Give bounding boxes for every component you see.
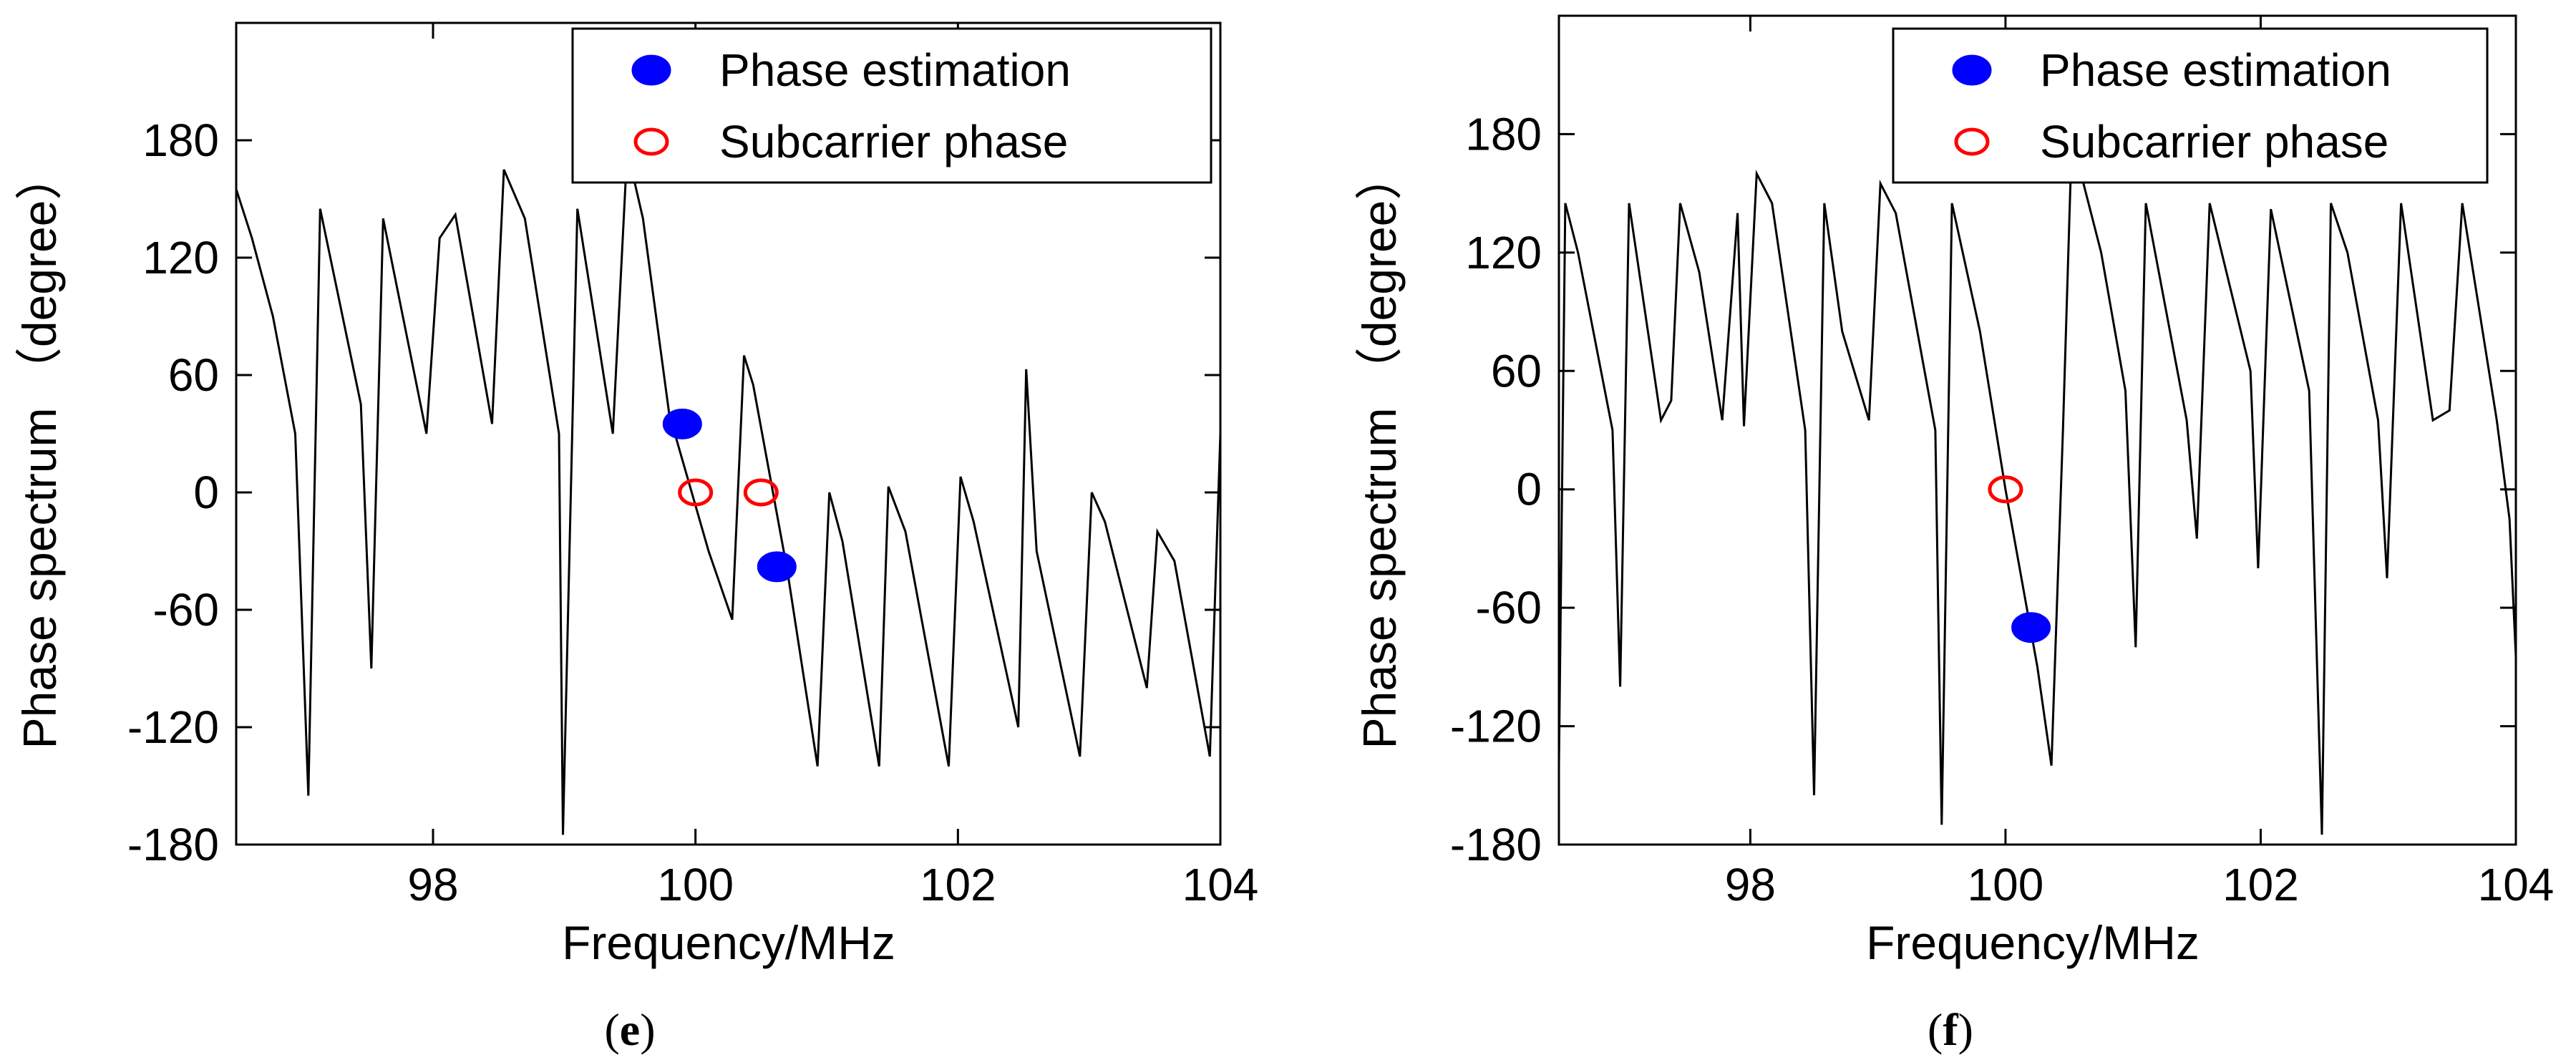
y-tick-label: 0 [193, 467, 219, 518]
axis-ticks: 98 100 102 104 -180 -120 -60 0 60 120 180 [127, 23, 1258, 910]
legend-label: Subcarrier phase [2040, 116, 2388, 167]
panel-label: (f) [1928, 1004, 1973, 1055]
x-axis-label: Frequency/MHz [562, 916, 895, 969]
y-tick-label: 180 [1465, 108, 1542, 160]
x-tick-label: 102 [920, 859, 996, 910]
legend-box [571, 27, 1212, 184]
panel-label: (e) [604, 1004, 655, 1055]
x-tick-label: 104 [1182, 859, 1259, 910]
legend-marker-open [1954, 127, 1990, 156]
legend-marker-filled [631, 54, 671, 86]
legend-label: Phase estimation [719, 44, 1071, 96]
x-tick-label: 98 [407, 859, 458, 910]
legend-box [1892, 27, 2489, 184]
x-tick-label: 104 [2478, 859, 2555, 910]
y-tick-label: 180 [142, 115, 219, 166]
y-tick-label: 120 [142, 232, 219, 283]
y-tick-label: 120 [1465, 227, 1542, 278]
legend-marker-open [633, 127, 669, 156]
x-tick-label: 98 [1725, 859, 1776, 910]
panel-e: 98 100 102 104 -180 -120 -60 0 60 120 180 Phase es… [13, 21, 1258, 1055]
y-axis-label: Phase spectrum （degree） [1353, 153, 1406, 749]
legend-label: Phase estimation [2040, 44, 2391, 96]
phase-spectrum-line [1559, 137, 2516, 835]
series-layer [236, 150, 1220, 835]
subcarrier-phase-point [1988, 475, 2023, 504]
x-axis-label: Frequency/MHz [1866, 916, 2200, 969]
axes-frame [235, 21, 1222, 846]
phase-estimation-point [2011, 612, 2051, 643]
x-tick-label: 102 [2222, 859, 2299, 910]
subcarrier-phase-point [678, 478, 714, 507]
subcarrier-phase-point [743, 478, 779, 507]
panel-letter: e [620, 1004, 640, 1055]
y-axis-label: Phase spectrum （degree） [13, 153, 66, 749]
legend: Phase estimation Subcarrier phase [1892, 27, 2489, 184]
y-tick-label: 0 [1516, 464, 1542, 515]
y-tick-label: -120 [127, 701, 219, 753]
y-tick-label: 60 [1491, 345, 1542, 397]
y-tick-label: -120 [1450, 701, 1542, 752]
y-tick-label: -180 [127, 819, 219, 870]
phase-spectrum-line [236, 150, 1220, 835]
y-tick-label: -180 [1450, 819, 1542, 870]
legend: Phase estimation Subcarrier phase [571, 27, 1212, 184]
axes-frame [1557, 14, 2517, 846]
axis-ticks: 98 100 102 104 -180 -120 -60 0 60 120 180 [1450, 16, 2554, 910]
y-tick-label: -60 [1476, 582, 1542, 633]
panel-f: 98 100 102 104 -180 -120 -60 0 60 120 180 Phase es… [1353, 14, 2554, 1055]
y-tick-label: 60 [168, 349, 219, 401]
legend-marker-filled [1952, 54, 1992, 86]
panel-letter: f [1943, 1004, 1958, 1055]
phase-estimation-point [757, 551, 797, 583]
x-tick-label: 100 [1968, 859, 2044, 910]
y-tick-label: -60 [153, 584, 220, 636]
phase-estimation-point [662, 408, 702, 439]
x-tick-label: 100 [657, 859, 734, 910]
legend-label: Subcarrier phase [719, 116, 1068, 167]
